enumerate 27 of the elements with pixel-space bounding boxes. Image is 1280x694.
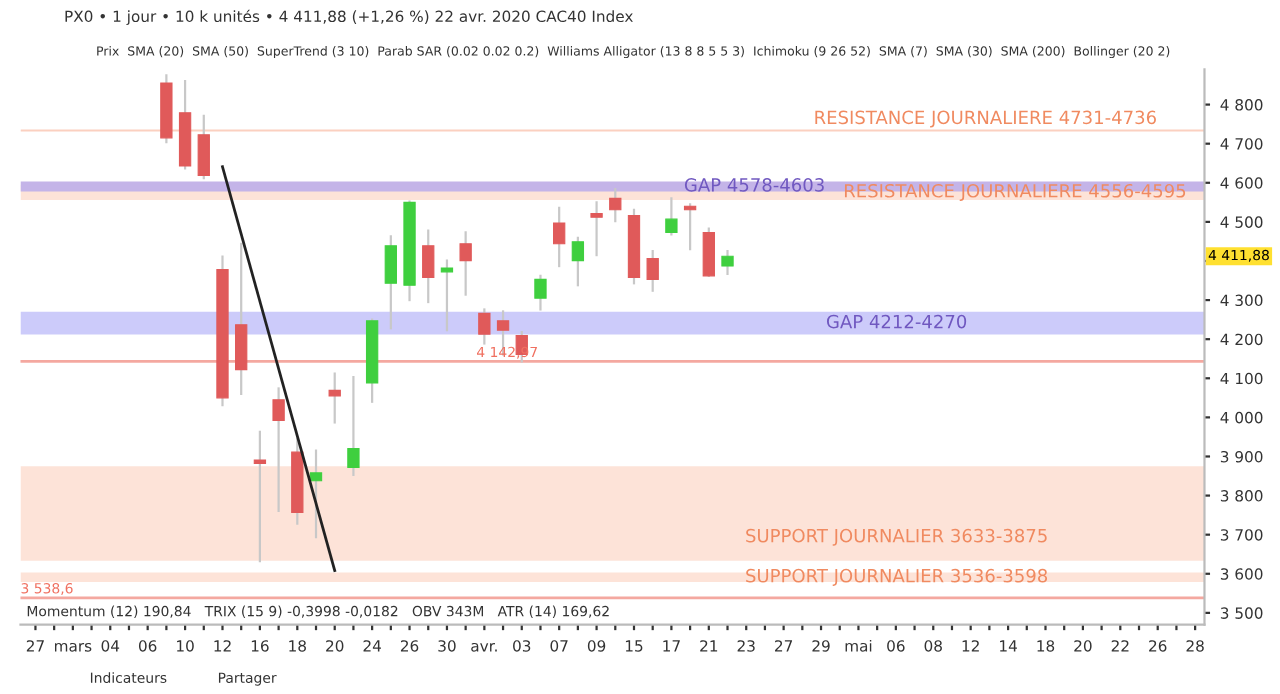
candlestick xyxy=(309,449,323,539)
candlestick xyxy=(422,229,435,304)
band-label: SUPPORT JOURNALIER 3633-3875 xyxy=(746,528,1047,546)
candlestick xyxy=(253,430,267,563)
candlestick xyxy=(197,114,210,180)
candlestick xyxy=(665,197,678,236)
candlestick xyxy=(553,206,566,268)
band-label: GAP 4212-4270 xyxy=(826,314,967,329)
band-label: GAP 4578-4603 xyxy=(684,178,824,192)
candlestick xyxy=(721,250,734,275)
candlestick xyxy=(384,235,397,330)
candlestick xyxy=(440,259,454,332)
candlestick xyxy=(534,274,547,311)
candlestick xyxy=(609,187,622,223)
candlestick xyxy=(347,376,360,476)
candlestick xyxy=(702,227,715,277)
candlestick xyxy=(235,242,248,396)
candlestick xyxy=(459,231,472,296)
band-label: SUPPORT JOURNALIER 3536-3598 xyxy=(746,568,1048,586)
candlestick xyxy=(328,372,341,424)
band-label: RESISTANCE JOURNALIERE 4731-4736 xyxy=(815,110,1156,128)
candlestick xyxy=(478,308,491,345)
candlestick xyxy=(272,387,285,512)
candlestick xyxy=(590,201,603,257)
candlestick xyxy=(571,236,585,287)
candlestick xyxy=(646,250,659,292)
band-label: RESISTANCE JOURNALIERE 4556-4595 xyxy=(844,183,1186,201)
